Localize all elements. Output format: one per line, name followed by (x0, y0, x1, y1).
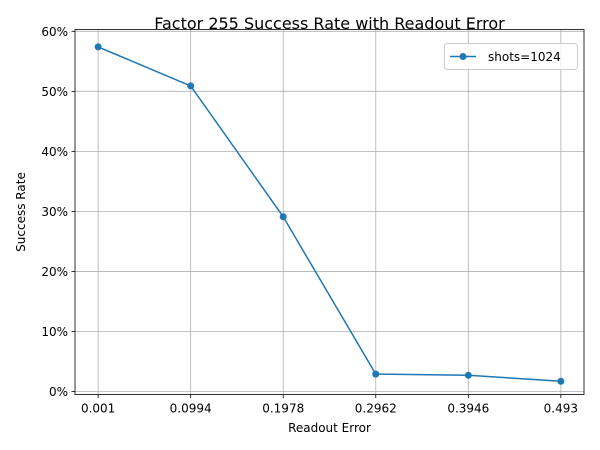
x-tick-label: 0.493 (544, 402, 578, 416)
x-tick-label: 0.1978 (262, 402, 304, 416)
legend-label: shots=1024 (488, 50, 561, 64)
x-tick-label: 0.001 (81, 402, 115, 416)
chart-title: Factor 255 Success Rate with Readout Err… (154, 14, 505, 33)
legend-box (444, 43, 578, 70)
data-point (279, 213, 287, 221)
data-point (372, 370, 380, 378)
x-tick-label: 0.2962 (355, 402, 397, 416)
y-tick-label: 60% (41, 25, 68, 39)
x-tick-label: 0.0994 (170, 402, 212, 416)
y-tick-label: 0% (49, 385, 68, 399)
y-tick-label: 50% (41, 85, 68, 99)
y-axis: 0% 10% 20% 30% 40% 50% 60% (41, 25, 75, 399)
y-axis-label: Success Rate (14, 172, 28, 252)
x-axis: 0.001 0.0994 0.1978 0.2962 0.3946 0.493 (81, 394, 578, 416)
data-point (464, 371, 472, 379)
y-tick-label: 30% (41, 205, 68, 219)
x-tick-label: 0.3946 (447, 402, 489, 416)
x-axis-label: Readout Error (288, 421, 371, 435)
data-point (94, 43, 102, 51)
y-tick-label: 40% (41, 145, 68, 159)
data-point (187, 82, 195, 90)
series-line (97, 46, 561, 383)
y-tick-label: 20% (41, 265, 68, 279)
legend-marker (459, 53, 467, 60)
series-layer (94, 43, 565, 385)
y-tick-label: 10% (41, 325, 68, 339)
data-point (557, 377, 565, 385)
plot-frame (74, 29, 585, 395)
legend: shots=1024 (444, 43, 578, 70)
grid-lines (75, 29, 584, 395)
